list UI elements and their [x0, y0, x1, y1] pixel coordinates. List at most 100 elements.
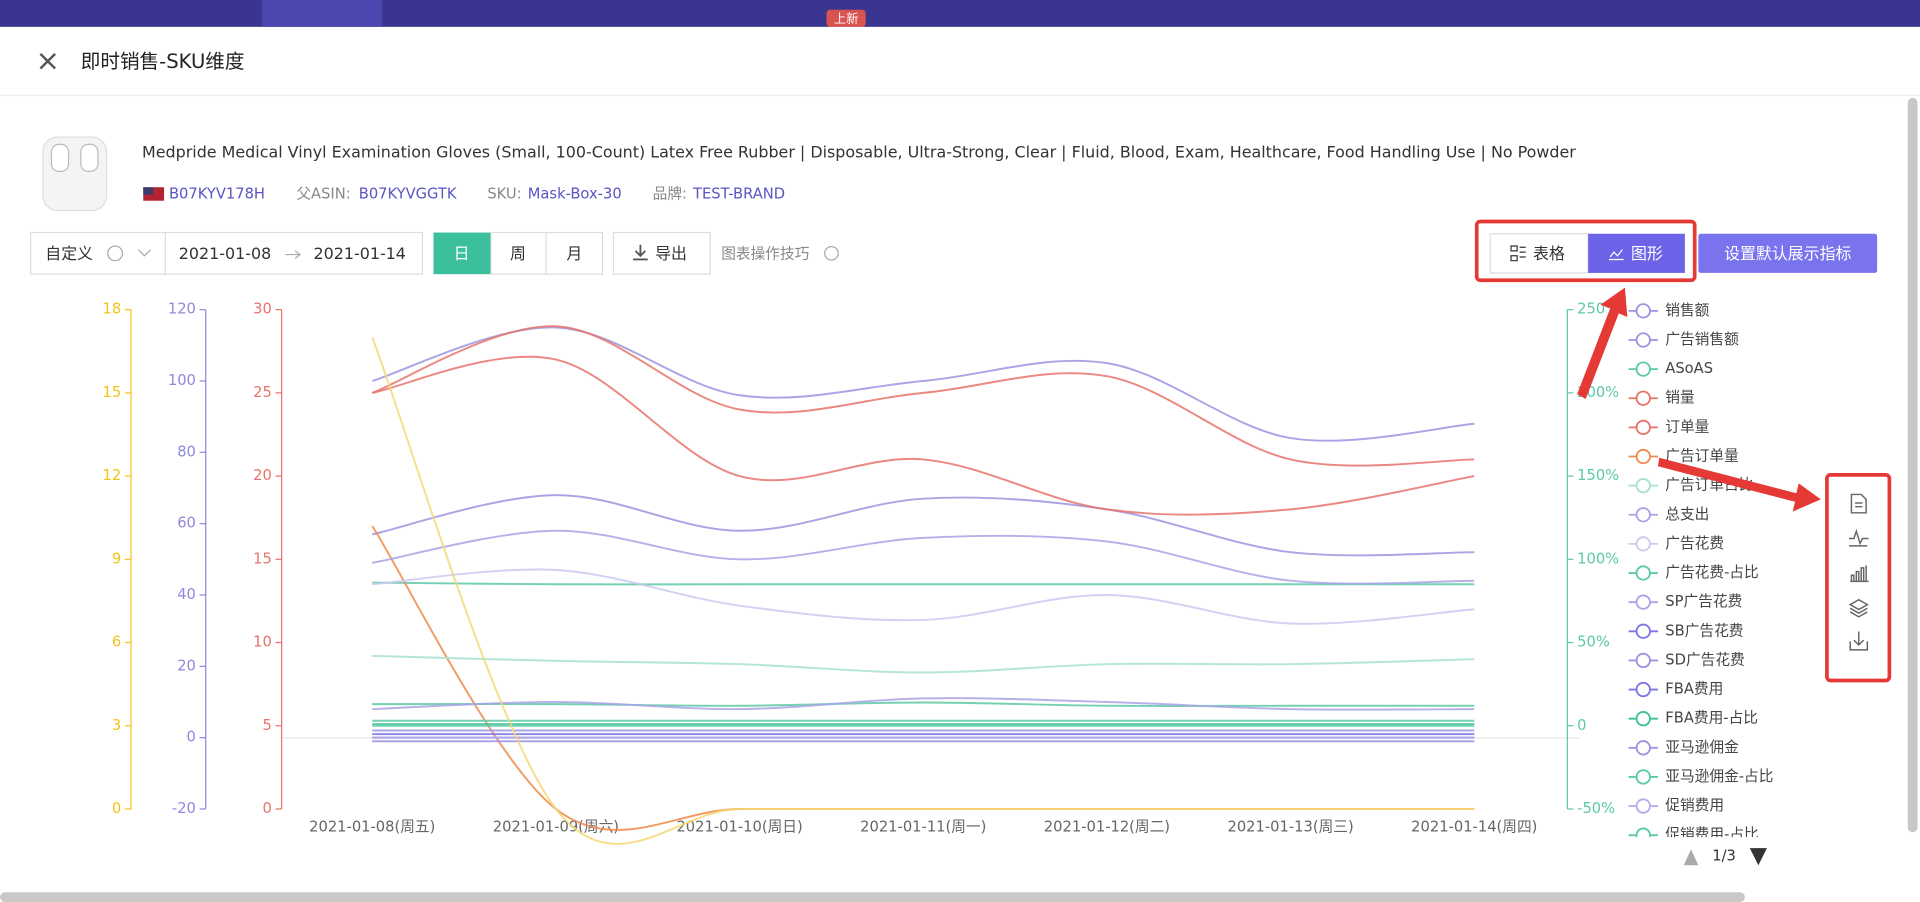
series-line — [372, 697, 1475, 711]
granularity-month[interactable]: 月 — [566, 244, 582, 263]
range-type[interactable]: 自定义 — [45, 244, 93, 263]
legend-prev[interactable] — [1683, 849, 1699, 866]
top-badge: 上新 — [834, 11, 858, 26]
end-date[interactable]: 2021-01-14 — [313, 244, 405, 263]
line-icon[interactable] — [1848, 528, 1869, 547]
x-tick-label: 2021-01-08(周五) — [309, 818, 435, 835]
table-icon — [1510, 245, 1526, 262]
x-tick-label: 2021-01-09(周六) — [493, 818, 619, 835]
legend-label[interactable]: SD广告花费 — [1665, 651, 1744, 668]
series-line — [372, 494, 1475, 557]
start-date[interactable]: 2021-01-08 — [179, 244, 271, 263]
bar-icon[interactable] — [1850, 565, 1869, 583]
granularity-week[interactable]: 周 — [510, 244, 526, 263]
legend-marker — [1635, 448, 1651, 465]
set-default-label[interactable]: 设置默认展示指标 — [1724, 244, 1851, 263]
brand: TEST-BRAND — [692, 186, 785, 203]
export-button[interactable] — [612, 231, 711, 275]
plot: 0 3 6 9 12 15 18 -20 0 20 40 60 80 100 120 0 5 10 15 20 25 30… — [103, 301, 1619, 845]
legend-label[interactable]: 广告花费-占比 — [1665, 564, 1758, 581]
legend-label[interactable]: ASoAS — [1665, 360, 1713, 377]
legend: 销售额广告销售额ASoAS销量订单量广告订单量广告订单占比总支出广告花费广告花费… — [1628, 302, 1773, 843]
download-icon[interactable] — [1849, 631, 1869, 651]
legend-label[interactable]: 销量 — [1665, 389, 1695, 406]
legend-marker — [1635, 711, 1651, 727]
tips[interactable]: 图表操作技巧 — [721, 246, 809, 263]
legend-label[interactable]: 广告销售额 — [1665, 331, 1739, 348]
legend-label[interactable]: SP广告花费 — [1665, 593, 1742, 610]
series-line — [372, 529, 1475, 585]
brand-label: 品牌: — [653, 186, 687, 203]
legend-label[interactable]: 广告花费 — [1665, 535, 1724, 552]
legend-label[interactable]: FBA费用 — [1665, 681, 1723, 698]
y-tick-label: 40 — [177, 586, 196, 603]
y-tick-label: 80 — [177, 443, 196, 460]
data-view-icon[interactable] — [1850, 493, 1867, 514]
y-tick-label: 120 — [168, 301, 196, 318]
top-bar-tab — [262, 0, 383, 27]
x-tick-label: 2021-01-10(周日) — [676, 818, 802, 835]
series-line — [372, 701, 1475, 708]
chart-view-label[interactable]: 图形 — [1631, 244, 1663, 263]
legend-label[interactable]: 促销费用-占比 — [1665, 826, 1758, 843]
y-tick-label: 6 — [112, 634, 121, 651]
table-view-button[interactable] — [1489, 233, 1589, 274]
x-tick-label: 2021-01-14(周四) — [1411, 818, 1537, 835]
export-label[interactable]: 导出 — [655, 244, 687, 263]
legend-page: 1/3 — [1712, 848, 1736, 865]
help-icon — [824, 246, 839, 261]
legend-marker — [1635, 594, 1651, 610]
legend-label[interactable]: FBA费用-占比 — [1665, 710, 1758, 727]
legend-label[interactable]: 广告订单量 — [1665, 448, 1739, 465]
series-line — [371, 325, 1475, 467]
granularity-day[interactable]: 日 — [454, 244, 470, 263]
legend-marker — [1635, 623, 1651, 639]
legend-label[interactable]: 总支出 — [1665, 506, 1709, 523]
table-view-label[interactable]: 表格 — [1533, 244, 1565, 263]
sku-label: SKU: — [487, 186, 521, 203]
x-tick-label: 2021-01-11(周一) — [860, 818, 986, 835]
legend-marker — [1635, 798, 1651, 814]
legend-label[interactable]: 亚马逊佣金 — [1665, 739, 1739, 756]
legend-label[interactable]: 销售额 — [1665, 302, 1709, 319]
y-tick-label: 50% — [1577, 634, 1610, 651]
legend-marker — [1635, 652, 1651, 669]
h-scrollbar[interactable] — [0, 892, 1745, 902]
stack-icon[interactable] — [1848, 598, 1869, 618]
series-line — [371, 337, 1475, 845]
legend-marker — [1635, 332, 1651, 348]
close-button[interactable] — [39, 52, 56, 70]
export-icon — [633, 244, 648, 261]
y-tick-label: 0 — [1577, 717, 1586, 734]
date-range[interactable] — [29, 231, 424, 275]
legend-marker — [1635, 769, 1651, 785]
y-tick-label: 0 — [187, 729, 196, 746]
legend-marker — [1635, 536, 1651, 552]
asin[interactable]: B07KYV178H — [169, 186, 265, 203]
y-tick-label: -20 — [172, 800, 196, 817]
chart-view-button[interactable] — [1588, 233, 1685, 273]
chevron — [137, 249, 152, 257]
y-tick-label: 150% — [1577, 467, 1619, 484]
series-line — [372, 654, 1475, 674]
day-button[interactable] — [433, 232, 492, 275]
legend-next[interactable] — [1749, 848, 1767, 866]
y-tick-label: 5 — [262, 717, 271, 734]
legend-label[interactable]: 促销费用 — [1665, 797, 1724, 814]
set-default-button[interactable] — [1698, 233, 1878, 273]
y-tick-label: 9 — [112, 550, 121, 567]
legend-label[interactable]: 订单量 — [1665, 418, 1709, 435]
legend-marker — [1635, 303, 1651, 319]
v-scrollbar[interactable] — [1907, 97, 1918, 833]
legend-marker — [1635, 507, 1651, 523]
y-tick-label: 0 — [112, 800, 121, 817]
legend-label[interactable]: SB广告花费 — [1665, 622, 1743, 639]
legend-marker — [1635, 565, 1651, 581]
y-tick-label: 15 — [103, 384, 122, 401]
annotation-arrows — [1577, 287, 1821, 512]
x-tick-label: 2021-01-13(周三) — [1227, 818, 1353, 835]
legend-label[interactable]: 亚马逊佣金-占比 — [1665, 768, 1773, 785]
parent-asin[interactable]: B07KYVGGTK — [359, 186, 457, 203]
